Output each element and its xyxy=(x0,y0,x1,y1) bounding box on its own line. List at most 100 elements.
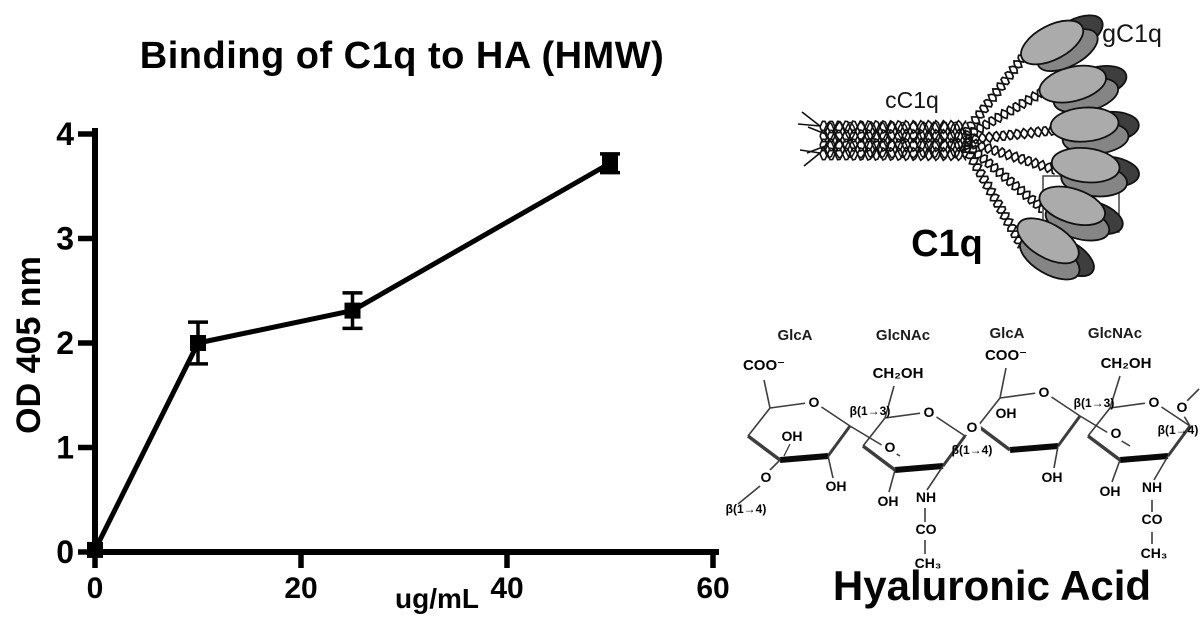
x-axis-label: ug/mL xyxy=(395,583,479,614)
collagen-strand xyxy=(963,142,1043,214)
chem-group-label: OH xyxy=(996,405,1017,421)
chem-group-label: CH₃ xyxy=(915,555,942,571)
data-line xyxy=(92,160,613,553)
chem-group-label: β(1→3) xyxy=(850,404,891,418)
bond xyxy=(737,485,761,505)
ring-bond xyxy=(862,417,886,447)
head-lobe xyxy=(1050,147,1121,184)
collagen-strand xyxy=(964,138,1058,174)
frayed-strand xyxy=(803,152,821,167)
hyaluronic-acid-structure: O O O O COO⁻ OH OH Oβ(1→4) β(1→3) O CH₂OH OH NH CO CH₃… xyxy=(726,325,1200,609)
chem-group-label: OH xyxy=(878,493,899,509)
chem-group-label: β(1→3) xyxy=(1074,396,1115,410)
bond xyxy=(763,379,771,409)
ring-bond xyxy=(976,424,1012,452)
atom-halo xyxy=(1145,393,1163,411)
globular-head xyxy=(1016,217,1095,281)
y-axis-label: OD 405 nm xyxy=(10,256,48,434)
chem-group-label: NH xyxy=(916,489,936,505)
chem-group-label: CO xyxy=(1142,511,1163,527)
x-tick-label: 20 xyxy=(284,572,317,605)
atom-halo xyxy=(963,419,981,437)
collagen-strand xyxy=(964,125,1057,145)
bond xyxy=(1109,375,1121,409)
bond xyxy=(888,469,896,493)
ring-bond xyxy=(826,425,852,457)
y-tick-label: 4 xyxy=(56,116,74,152)
collagen-strand xyxy=(964,87,1049,138)
bond xyxy=(884,385,895,419)
atom-halo xyxy=(1173,399,1191,417)
chem-group-label: OH xyxy=(782,428,803,444)
ring-bond xyxy=(746,434,782,462)
globular-head xyxy=(1038,64,1128,114)
data-point-marker xyxy=(190,335,206,351)
sugar-unit-label: GlcNAc xyxy=(1088,325,1142,342)
chem-group-label: CH₂OH xyxy=(873,365,924,382)
bond xyxy=(783,443,791,457)
head-lobe xyxy=(1038,185,1106,227)
collagen-strand xyxy=(964,86,1045,141)
ring-oxygen-label: O xyxy=(809,394,820,410)
chem-group-label: β(1→4) xyxy=(952,443,993,457)
bond xyxy=(1183,415,1191,427)
collagen-strand xyxy=(823,138,967,160)
bond xyxy=(1185,388,1200,403)
atom-halo xyxy=(1035,383,1053,401)
ring-bond xyxy=(1087,407,1111,437)
head-lobe xyxy=(1038,64,1107,104)
chem-group-label: O xyxy=(1111,425,1122,441)
y-tick-label: 3 xyxy=(56,221,74,257)
collagen-strand xyxy=(823,138,967,160)
bond xyxy=(1079,415,1131,447)
chem-group-label: OH xyxy=(826,478,847,494)
collagen-strand xyxy=(823,120,967,142)
chem-group-label: CO xyxy=(916,521,937,537)
chem-group-label: COO⁻ xyxy=(985,347,1027,364)
chem-group-label: CH₂OH xyxy=(1101,355,1152,372)
atom-halo xyxy=(920,403,938,421)
chart-title: Binding of C1q to HA (HMW) xyxy=(140,35,664,77)
x-tick-label: 0 xyxy=(87,572,104,605)
ring-oxygen-label: O xyxy=(1149,394,1160,410)
collagen-strand xyxy=(964,140,1047,210)
chem-group-label: O xyxy=(885,439,896,455)
bond xyxy=(1111,459,1121,483)
collagen-strand xyxy=(823,120,967,142)
data-point-marker xyxy=(602,155,618,172)
ring-bond xyxy=(861,444,897,472)
ring-oxygen-label: O xyxy=(1039,384,1050,400)
collagen-strand xyxy=(964,125,1057,146)
collagen-strand xyxy=(964,44,1032,136)
chem-group-label: CH₃ xyxy=(1141,545,1168,561)
chem-group-label: β(1→4) xyxy=(726,502,767,516)
ring-bond xyxy=(1086,434,1122,462)
bond xyxy=(926,465,944,491)
ring-bond xyxy=(977,397,1001,427)
y-tick-label: 0 xyxy=(56,534,74,570)
ring-bond xyxy=(747,407,771,437)
atom-halo xyxy=(881,439,899,457)
sugar-unit-label: GlcNAc xyxy=(876,327,930,344)
chem-group-label: OH xyxy=(1100,483,1121,499)
data-point-marker xyxy=(344,302,361,319)
frayed-strand xyxy=(801,111,821,127)
collagen-strand xyxy=(961,48,1034,135)
chem-group-label: O xyxy=(967,419,978,435)
globular-head xyxy=(1049,106,1140,155)
sugar-unit-label: GlcA xyxy=(989,325,1024,342)
atom-halo xyxy=(757,469,775,487)
chem-group-label: O xyxy=(1177,399,1188,415)
atom-halo xyxy=(805,393,823,411)
ring-bond xyxy=(1009,443,1059,453)
x-tick-label: 40 xyxy=(490,572,523,605)
c1q-structure-diagram: cC1q gC1q C1q xyxy=(797,14,1162,281)
ring-bond xyxy=(1056,415,1082,447)
chem-group-label: O xyxy=(761,469,772,485)
sugar-unit-label: GlcA xyxy=(777,327,812,344)
head-lobe xyxy=(1016,217,1080,265)
globular-head xyxy=(1050,147,1140,198)
gc1q-label: gC1q xyxy=(1102,20,1162,48)
